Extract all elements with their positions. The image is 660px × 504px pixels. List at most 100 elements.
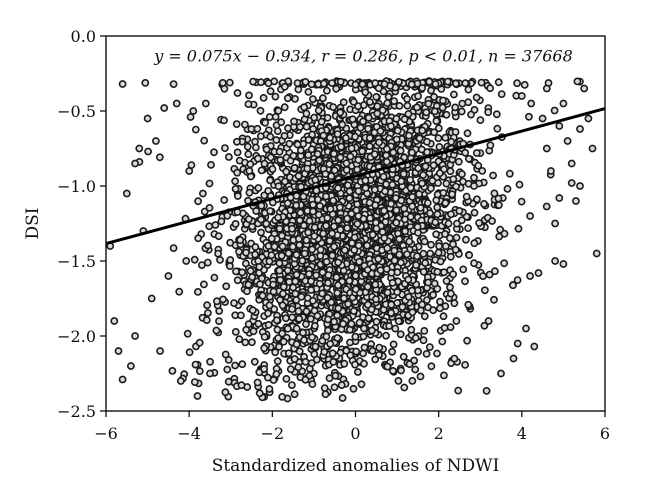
data-point [318, 94, 327, 103]
data-point [474, 161, 483, 170]
data-point [359, 117, 367, 126]
data-point [550, 106, 559, 115]
data-point [446, 283, 454, 292]
data-point [392, 218, 401, 227]
data-point [343, 214, 352, 223]
data-point [216, 255, 224, 264]
data-point [464, 154, 473, 163]
data-point [266, 153, 275, 162]
data-point [233, 168, 242, 177]
data-point [278, 329, 287, 338]
data-point [388, 180, 397, 189]
data-point [350, 233, 359, 242]
data-point [273, 127, 282, 135]
data-point [470, 173, 478, 182]
data-point [220, 116, 228, 125]
data-point [307, 286, 315, 294]
data-point [224, 153, 233, 161]
data-point [244, 215, 253, 224]
data-point [358, 147, 367, 156]
data-point [311, 175, 320, 184]
data-point [168, 366, 177, 375]
data-point [308, 296, 317, 305]
data-point [358, 80, 367, 89]
data-point [319, 79, 328, 88]
data-point [405, 131, 413, 140]
data-point [514, 224, 523, 233]
data-point [381, 187, 389, 196]
data-point [338, 394, 347, 402]
data-point [143, 114, 152, 123]
data-point [279, 289, 287, 298]
data-point [342, 346, 351, 355]
data-point [408, 202, 417, 211]
data-point [352, 206, 361, 215]
data-point [308, 245, 316, 254]
data-point [221, 350, 230, 359]
data-point [424, 278, 433, 287]
data-point [391, 324, 400, 333]
data-point [455, 206, 464, 215]
data-point [385, 322, 393, 330]
data-point [226, 238, 235, 247]
data-point [336, 108, 345, 117]
data-point [254, 184, 263, 192]
data-point [292, 201, 301, 210]
data-point [326, 339, 335, 348]
data-point [418, 126, 427, 135]
data-point [353, 200, 362, 209]
data-point [463, 336, 471, 345]
data-point [388, 278, 397, 287]
data-point [423, 148, 431, 157]
data-point [301, 78, 310, 86]
data-point [314, 106, 323, 115]
data-point [433, 190, 442, 199]
data-point [203, 258, 212, 267]
data-point [434, 134, 443, 143]
data-point [294, 172, 303, 180]
data-point [302, 109, 311, 118]
data-point [420, 326, 429, 335]
data-point [490, 267, 499, 276]
data-point [500, 229, 509, 238]
data-point [277, 251, 286, 260]
data-point [256, 280, 264, 289]
data-point [430, 128, 438, 137]
data-point [380, 80, 389, 88]
data-point [328, 251, 337, 260]
data-point [316, 251, 325, 260]
data-point [223, 365, 232, 374]
data-point [211, 221, 220, 229]
data-point [482, 386, 491, 395]
data-point [426, 184, 435, 193]
data-point [430, 93, 438, 101]
data-point [436, 297, 444, 306]
data-point [448, 190, 456, 199]
data-point [334, 304, 343, 313]
data-point [526, 212, 534, 220]
data-point [269, 280, 278, 289]
data-point [118, 80, 127, 88]
data-point [419, 336, 428, 345]
data-point [243, 287, 251, 296]
data-point [359, 332, 368, 341]
data-point [376, 266, 385, 275]
data-point [432, 230, 440, 239]
data-point [279, 337, 288, 346]
data-point [434, 124, 443, 133]
data-point [382, 331, 390, 340]
data-point [559, 99, 568, 108]
data-point [203, 301, 211, 310]
data-point [275, 147, 284, 156]
data-point [461, 360, 469, 369]
data-point [355, 318, 364, 327]
data-point [252, 207, 261, 215]
data-point [338, 120, 347, 129]
data-point [522, 324, 530, 333]
data-point [321, 390, 330, 399]
data-point [288, 305, 296, 313]
data-point [347, 319, 356, 328]
data-point [538, 114, 547, 123]
data-point [322, 221, 330, 230]
data-point [470, 259, 478, 268]
